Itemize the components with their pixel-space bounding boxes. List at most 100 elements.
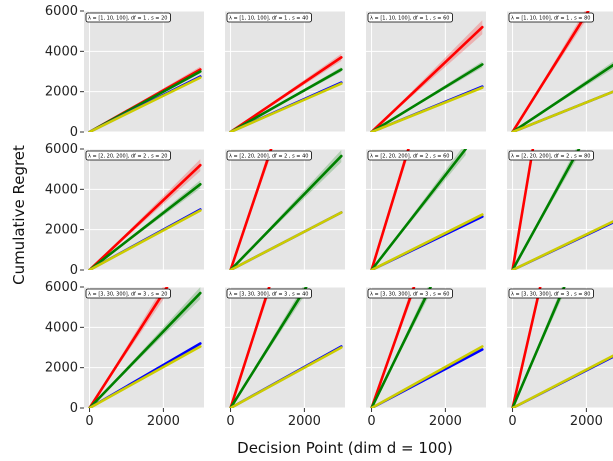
series-layer <box>370 149 484 270</box>
series-line <box>370 149 467 270</box>
series-line <box>88 287 169 408</box>
subplot-panel: λ = [1, 10, 100], df = 1 , s = 60 <box>366 10 486 133</box>
subplot-panel: λ = [1, 10, 100], df = 1 , s = 80 <box>507 10 613 133</box>
y-tick-label: 4000 <box>45 320 78 335</box>
subplot-title: λ = [1, 10, 100], df = 1 , s = 80 <box>511 16 590 22</box>
subplot-panel: λ = [2, 20, 200], df = 2 , s = 80 <box>507 148 613 271</box>
series-line <box>370 287 432 408</box>
series-line <box>511 287 566 408</box>
subplot-title: λ = [3, 30, 300], df = 3 , s = 80 <box>511 292 590 298</box>
panel-background <box>225 287 345 408</box>
subplot-title-box <box>508 12 594 23</box>
subplot-title-box <box>85 150 171 161</box>
y-axis-label: Cumulative Regret <box>10 145 28 285</box>
panel-background <box>84 149 204 270</box>
series-line <box>229 346 343 408</box>
series-layer <box>511 149 613 270</box>
x-tick-label: 2000 <box>147 414 180 429</box>
subplot-title-box <box>367 150 453 161</box>
y-tick-label: 0 <box>70 263 78 278</box>
series-line <box>511 149 535 270</box>
series-line <box>511 287 542 408</box>
series-line <box>229 56 343 132</box>
x-tick-label: 2000 <box>429 414 462 429</box>
x-axis-label: Decision Point (dim d = 100) <box>237 439 453 457</box>
panel-background <box>225 11 345 132</box>
y-tick-label: 4000 <box>45 182 78 197</box>
series-layer <box>88 159 202 270</box>
series-line <box>229 149 273 270</box>
subplot-title-box <box>367 12 453 23</box>
series-line <box>370 25 484 132</box>
subplot-title: λ = [3, 30, 300], df = 3 , s = 20 <box>88 292 167 298</box>
subplot-title: λ = [2, 20, 200], df = 2 , s = 40 <box>229 154 308 160</box>
x-tick-label: 2000 <box>288 414 321 429</box>
series-confidence-band <box>89 180 201 270</box>
panel-background <box>366 287 486 408</box>
series-line <box>511 220 613 270</box>
x-tick-label: 0 <box>508 414 516 429</box>
panel-background <box>84 11 204 132</box>
subplot-title: λ = [3, 30, 300], df = 3 , s = 60 <box>370 292 449 298</box>
subplot-panel: λ = [2, 20, 200], df = 2 , s = 60 <box>366 148 486 271</box>
series-layer <box>88 66 202 132</box>
subplot-title-box <box>226 150 312 161</box>
x-tick-label: 2000 <box>570 414 603 429</box>
series-layer <box>229 53 343 132</box>
series-line <box>370 213 484 270</box>
series-line <box>370 345 484 408</box>
y-tick-label: 6000 <box>45 4 78 19</box>
y-tick-label: 6000 <box>45 142 78 157</box>
series-line <box>229 287 308 408</box>
subplot-title-box <box>508 150 594 161</box>
subplot-title-box <box>85 12 171 23</box>
series-line <box>88 345 202 408</box>
subplot-title-box <box>367 288 453 299</box>
series-line <box>88 182 202 270</box>
panel-background <box>225 149 345 270</box>
subplot-title: λ = [2, 20, 200], df = 2 , s = 60 <box>370 154 449 160</box>
subplot-panel: λ = [1, 10, 100], df = 1 , s = 20 0 2000 40… <box>45 4 204 140</box>
panel-background <box>507 287 613 408</box>
y-tick-label: 0 <box>70 401 78 416</box>
subplot-title: λ = [2, 20, 200], df = 2 , s = 80 <box>511 154 590 160</box>
y-tick-label: 6000 <box>45 280 78 295</box>
series-line <box>88 291 202 408</box>
y-tick-label: 2000 <box>45 361 78 376</box>
series-line <box>229 211 343 270</box>
panel-background <box>366 11 486 132</box>
subplot-title-box <box>226 288 312 299</box>
y-tick-label: 0 <box>70 125 78 140</box>
series-line <box>229 68 343 132</box>
series-line <box>229 82 343 132</box>
series-line <box>88 76 202 132</box>
subplot-panel: λ = [3, 30, 300], df = 3 , s = 20 0 2000 40… <box>45 280 204 429</box>
subplot-panel: λ = [3, 30, 300], df = 3 , s = 40 0 2000 <box>225 286 345 429</box>
series-line <box>511 354 613 408</box>
subplot-panel: λ = [3, 30, 300], df = 3 , s = 60 0 2000 <box>366 286 486 429</box>
subplot-title: λ = [1, 10, 100], df = 1 , s = 40 <box>229 16 308 22</box>
subplot-panel: λ = [2, 20, 200], df = 2 , s = 40 <box>225 148 345 271</box>
x-tick-label: 0 <box>85 414 93 429</box>
subplot-title: λ = [2, 20, 200], df = 2 , s = 20 <box>88 154 167 160</box>
subplot-title-box <box>226 12 312 23</box>
series-line <box>370 287 416 408</box>
subplot-title: λ = [1, 10, 100], df = 1 , s = 60 <box>370 16 449 22</box>
series-confidence-band <box>89 287 201 408</box>
series-layer <box>370 20 484 132</box>
series-layer <box>511 287 613 408</box>
series-line <box>370 86 484 132</box>
series-line <box>511 63 613 132</box>
subplot-panel: λ = [1, 10, 100], df = 1 , s = 40 <box>225 10 345 133</box>
series-confidence-band <box>89 159 201 270</box>
y-tick-label: 2000 <box>45 223 78 238</box>
x-tick-label: 0 <box>226 414 234 429</box>
series-confidence-band <box>512 61 613 132</box>
series-line <box>88 163 202 270</box>
series-line <box>511 149 581 270</box>
series-layer <box>229 149 343 270</box>
y-tick-label: 2000 <box>45 85 78 100</box>
subplot-title: λ = [1, 10, 100], df = 1 , s = 20 <box>88 16 167 22</box>
series-line <box>229 154 343 270</box>
